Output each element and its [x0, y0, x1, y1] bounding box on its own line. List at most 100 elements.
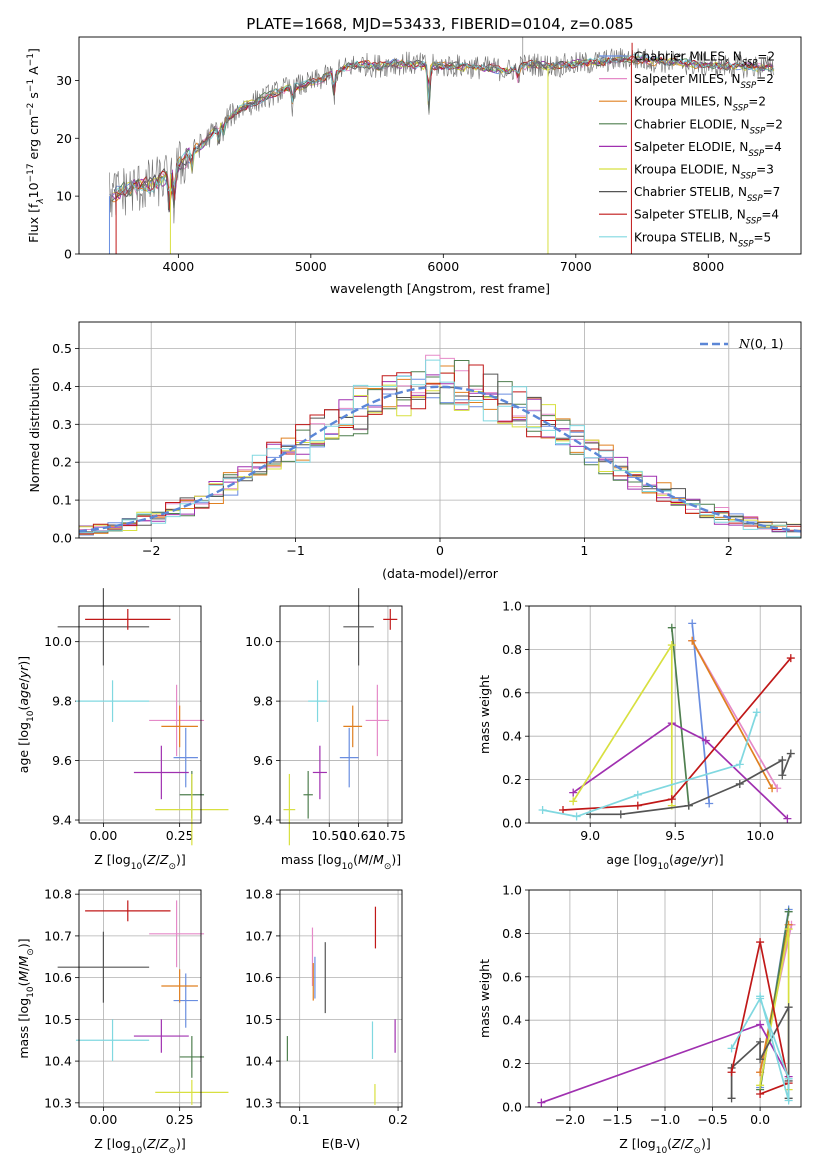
label-part: 10: [656, 1146, 668, 1156]
weight-marker: [616, 810, 625, 819]
weight-marker: [667, 795, 676, 804]
y-tick-label: 10.5: [44, 1012, 72, 1027]
legend-sub: SSP: [748, 149, 764, 159]
weight_vs_age-lines: [538, 619, 795, 823]
legend-text: Salpeter MILES, N: [634, 72, 741, 86]
mass_vs_ebv-x-label: E(B-V): [322, 1136, 361, 1151]
legend-label: Chabrier STELIB, NSSP=7: [634, 185, 780, 204]
y-tick-label: 0.2: [502, 772, 522, 787]
age_vs_Z-x-label: Z [log10(Z/Z⊙)]: [94, 852, 186, 872]
x-tick-label: −2: [142, 543, 160, 558]
y-tick-label: 0: [64, 247, 72, 262]
label-part: age: [674, 852, 698, 867]
legend-sub: SSP: [750, 126, 766, 136]
y-tick-label: 10.8: [245, 887, 273, 902]
weight-marker: [633, 801, 642, 810]
label-part: −1: [26, 79, 36, 92]
y-tick-label: 0.0: [502, 816, 522, 831]
legend-text: (0, 1): [750, 336, 784, 351]
label-part: ⊙: [168, 862, 176, 872]
weight-marker: [667, 623, 676, 632]
weight-marker: [783, 814, 792, 823]
label-part: Z [log: [94, 852, 130, 867]
spectrum-x-label: wavelength [Angstrom, rest frame]: [330, 281, 550, 296]
weight_vs_age-x-label: age [log10(age/yr)]: [606, 852, 723, 872]
x-tick-label: 4000: [162, 259, 194, 274]
legend-text: =7: [763, 185, 781, 199]
label-part: /: [16, 966, 31, 971]
label-part: Z: [146, 1136, 156, 1151]
weight-marker: [569, 797, 578, 806]
label-part: ⊙: [384, 862, 392, 872]
weight-marker: [756, 1089, 765, 1098]
x-tick-label: 2: [725, 543, 733, 558]
x-tick-label: 0.25: [166, 1112, 194, 1127]
weight-marker: [756, 992, 765, 1001]
legend-label: Chabrier ELODIE, NSSP=2: [634, 117, 783, 136]
residuals-axes: −2 −1 0 1 2 0.0 0.1 0.2 0.3 0.4 0.5: [52, 322, 801, 558]
y-tick-label: 10.3: [44, 1095, 72, 1110]
label-part: E(B-V): [322, 1136, 361, 1151]
legend-text: =2: [765, 117, 783, 131]
label-part: )]: [16, 656, 31, 666]
x-tick-label: 7000: [560, 259, 592, 274]
label-part: λ: [36, 198, 46, 204]
age_vs_mass-x-label: mass [log10(M/M⊙)]: [281, 852, 401, 872]
y-tick-label: 10.6: [245, 970, 273, 985]
label-part: 10: [658, 862, 670, 872]
y-tick-label: 1.0: [502, 883, 522, 898]
label-part: ⊙: [168, 1146, 176, 1156]
y-tick-label: 0.5: [52, 341, 72, 356]
y-tick-label: 10.8: [44, 887, 72, 902]
label-part: Flux [f: [26, 203, 41, 243]
y-tick-label: 0.2: [502, 1056, 522, 1071]
age_vs_Z-frame: [78, 605, 202, 824]
label-part: (: [669, 852, 674, 867]
residuals-x-label: (data-model)/error: [382, 566, 499, 581]
y-tick-label: 0.4: [502, 1013, 522, 1028]
y-tick-label: 10.4: [245, 1054, 273, 1069]
label-part: 10: [26, 182, 41, 198]
mass_vs_Z-x-label: Z [log10(Z/Z⊙)]: [94, 1136, 186, 1156]
mass_vs_ebv-axes: 0.1 0.2 10.3 10.4 10.5 10.6 10.7 10.8: [245, 887, 408, 1127]
weight-marker: [778, 756, 787, 765]
x-tick-label: 0.1: [290, 1112, 310, 1127]
x-tick-label: 0.2: [388, 1112, 408, 1127]
x-tick-label: 0.0: [750, 1112, 770, 1127]
mass_vs_Z-frame: [78, 889, 202, 1108]
weight_vs_age-y-label: mass weight: [477, 675, 492, 754]
y-tick-label: 0.4: [52, 379, 72, 394]
x-tick-label: 10.62: [341, 828, 377, 843]
label-part: /: [156, 852, 161, 867]
legend-text: Chabrier MILES, N: [634, 50, 742, 64]
weight-marker: [688, 636, 697, 645]
x-tick-label: −1: [286, 543, 304, 558]
y-tick-label: 10.0: [245, 634, 273, 649]
residuals-y-label: Normed distribution: [27, 368, 42, 493]
weight-marker: [727, 1044, 736, 1053]
label-part: M: [373, 852, 384, 867]
weight_vs_Z-lines: [537, 905, 796, 1107]
mass_vs_ebv-points: [286, 906, 396, 1105]
weight-marker: [784, 925, 793, 934]
x-tick-label: 10.75: [370, 828, 406, 843]
x-tick-label: 8000: [692, 259, 724, 274]
x-tick-label: −1.0: [650, 1112, 680, 1127]
weight-marker: [786, 749, 795, 758]
weight-marker: [684, 801, 693, 810]
x-tick-label: 6000: [427, 259, 459, 274]
label-part: /: [681, 1136, 686, 1151]
legend-text: Chabrier STELIB, N: [634, 185, 747, 199]
legend-text: =5: [754, 230, 772, 244]
label-part: Z: [159, 852, 169, 867]
weight-line: [691, 640, 773, 789]
legend-sub: SSP: [746, 217, 762, 227]
y-tick-label: 9.6: [253, 753, 273, 768]
label-part: 10: [26, 986, 36, 998]
label-part: Z: [146, 852, 156, 867]
weight-marker: [538, 805, 547, 814]
legend-label: Kroupa ELODIE, NSSP=3: [634, 163, 774, 182]
legend-label: Salpeter ELODIE, NSSP=4: [634, 140, 782, 159]
y-tick-label: 0.6: [502, 969, 522, 984]
